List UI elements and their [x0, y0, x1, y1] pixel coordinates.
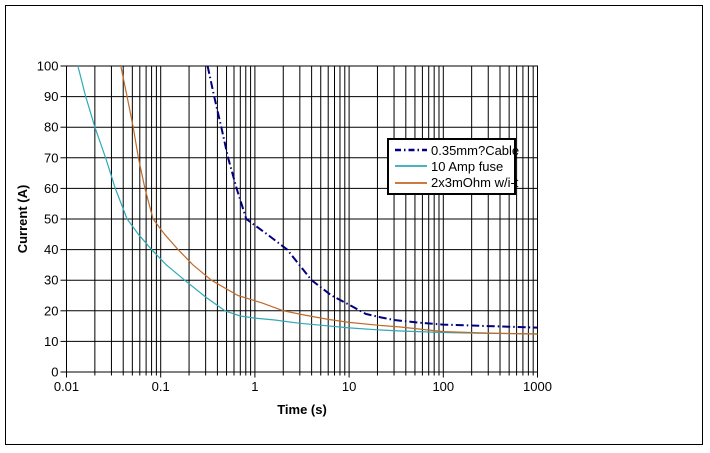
y-tick-label: 100 — [37, 59, 59, 74]
y-tick-label: 20 — [44, 303, 58, 318]
x-tick-label: 0.1 — [152, 379, 170, 394]
y-tick-label: 0 — [51, 365, 58, 380]
y-tick-label: 70 — [44, 150, 58, 165]
legend-label-fuse: 10 Amp fuse — [431, 158, 504, 174]
series-line — [206, 65, 538, 329]
x-tick-label: 10 — [342, 379, 356, 394]
y-axis-title: Current (A) — [15, 185, 30, 254]
legend-item-cable: 0.35mm?Cable — [394, 142, 519, 158]
y-tick-label: 50 — [44, 212, 58, 227]
y-tick-label: 40 — [44, 242, 58, 257]
x-tick-label: 1 — [251, 379, 258, 394]
legend-label-wit: 2x3mOhm w/i-t — [431, 175, 519, 191]
plot-border — [66, 65, 538, 373]
series-line — [120, 65, 538, 335]
y-tick-label: 10 — [44, 334, 58, 349]
cable-line-sample-icon — [395, 148, 427, 152]
y-tick-label: 80 — [44, 120, 58, 135]
legend-label-cable: 0.35mm?Cable — [431, 142, 520, 158]
fuse-line-sample-icon — [395, 165, 427, 168]
legend-item-fuse: 10 Amp fuse — [394, 158, 510, 174]
y-tick-label: 90 — [44, 89, 58, 104]
legend: 0.35mm?Cable 10 Amp fuse 2x3mOhm w/i-t — [387, 138, 519, 195]
legend-item-wit: 2x3mOhm w/i-t — [394, 175, 518, 191]
x-tick-label: 0.01 — [54, 379, 79, 394]
series-line — [77, 65, 538, 335]
x-tick-label: 1000 — [523, 379, 552, 394]
x-tick-label: 100 — [432, 379, 454, 394]
y-tick-label: 30 — [44, 273, 58, 288]
wit-line-sample-icon — [395, 181, 427, 184]
x-axis-title: Time (s) — [277, 402, 327, 417]
y-tick-label: 60 — [44, 181, 58, 196]
